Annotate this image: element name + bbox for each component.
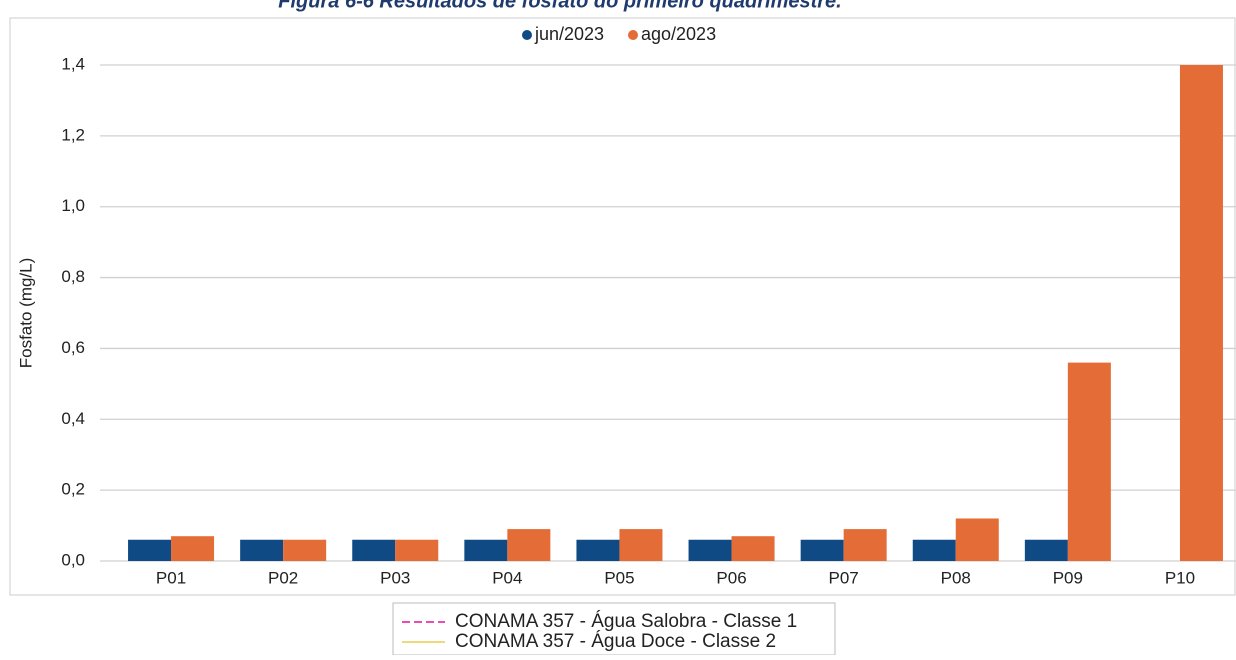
bar xyxy=(1024,539,1068,561)
bar xyxy=(352,539,396,561)
y-tick-label: 0,2 xyxy=(61,480,85,499)
reference-legend-frame xyxy=(392,602,836,656)
x-tick-label: P02 xyxy=(268,568,298,587)
x-tick-label: P07 xyxy=(829,568,859,587)
bar xyxy=(843,529,887,561)
x-tick-label: P10 xyxy=(1165,568,1195,587)
x-tick-label: P05 xyxy=(604,568,634,587)
bar xyxy=(731,536,775,561)
x-tick-label: P04 xyxy=(492,568,522,587)
x-tick-label: P09 xyxy=(1053,568,1083,587)
x-tick-label: P01 xyxy=(156,568,186,587)
y-tick-label: 0,6 xyxy=(61,338,85,357)
y-axis-title: Fosfato (mg/L) xyxy=(16,258,35,369)
bar xyxy=(576,539,620,561)
bar xyxy=(464,539,508,561)
y-tick-label: 0,0 xyxy=(61,550,85,569)
x-tick-label: P06 xyxy=(716,568,746,587)
bar xyxy=(688,539,732,561)
chart-title: Figura 6-6 Resultados de fosfato do prim… xyxy=(278,0,841,12)
chart-frame xyxy=(9,17,1236,596)
bar xyxy=(507,529,551,561)
bar xyxy=(1179,65,1223,561)
x-tick-label: P08 xyxy=(941,568,971,587)
legend-label: jun/2023 xyxy=(534,24,604,44)
legend-label: CONAMA 357 - Água Salobra - Classe 1 xyxy=(455,611,797,632)
y-tick-label: 0,8 xyxy=(61,267,85,286)
y-tick-label: 1,0 xyxy=(61,196,85,215)
legend-label: ago/2023 xyxy=(641,24,716,44)
legend-label: CONAMA 357 - Água Doce - Classe 2 xyxy=(455,631,776,652)
y-tick-label: 0,4 xyxy=(61,409,85,428)
x-tick-label: P03 xyxy=(380,568,410,587)
bar xyxy=(171,536,215,561)
bar xyxy=(128,539,172,561)
y-tick-label: 1,4 xyxy=(61,54,85,73)
legend-marker xyxy=(628,30,638,40)
y-tick-label: 1,2 xyxy=(61,125,85,144)
bar xyxy=(912,539,956,561)
bar xyxy=(800,539,844,561)
bar xyxy=(395,539,439,561)
bar xyxy=(955,518,999,561)
bar xyxy=(619,529,663,561)
bar xyxy=(240,539,284,561)
legend-marker xyxy=(522,30,532,40)
bar xyxy=(283,539,327,561)
bar xyxy=(1067,362,1111,561)
